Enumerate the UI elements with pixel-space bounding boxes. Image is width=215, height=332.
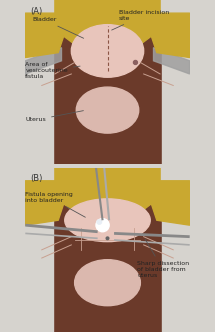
Ellipse shape [76,87,139,133]
Polygon shape [55,168,160,223]
Text: Bladder: Bladder [32,17,84,38]
Text: (A): (A) [30,7,43,16]
Ellipse shape [9,181,206,332]
Polygon shape [25,13,65,57]
Bar [17,0,53,164]
Polygon shape [55,0,160,56]
Text: Sharp dissection
of bladder from
uterus: Sharp dissection of bladder from uterus [137,239,189,278]
Polygon shape [25,48,61,74]
Bar [162,0,198,164]
Ellipse shape [9,13,206,178]
Text: (B): (B) [30,174,43,183]
Polygon shape [150,13,190,57]
Circle shape [96,218,109,232]
Ellipse shape [65,199,150,242]
Text: Fistula opening
into bladder: Fistula opening into bladder [25,192,85,217]
Polygon shape [25,181,65,225]
Polygon shape [154,48,190,74]
Text: Area of
vesicouterine
fistula: Area of vesicouterine fistula [25,62,80,79]
Text: Uterus: Uterus [25,111,83,123]
Bar [17,159,53,332]
Ellipse shape [71,25,144,77]
Circle shape [97,219,101,224]
Ellipse shape [75,260,140,306]
Text: Bladder incision
site: Bladder incision site [112,10,169,30]
Circle shape [134,60,137,64]
Polygon shape [150,181,190,225]
Circle shape [106,237,109,240]
Bar [162,159,198,332]
